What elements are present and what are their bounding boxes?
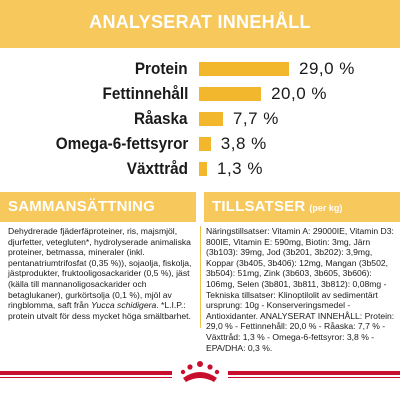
nutrient-list: Protein 29,0 % Fettinnehåll 20,0 % Råask… [0, 52, 400, 182]
nutrient-value: 20,0 % [271, 84, 327, 103]
additives-text: Näringstillsatser: Vitamin A: 29000IE, V… [206, 226, 395, 353]
nutrient-value: 29,0 % [299, 59, 355, 78]
column-divider [200, 226, 201, 328]
nutrient-label: Omega-6-fettsyror [55, 134, 188, 153]
nutrient-value: 1,3 % [217, 159, 263, 178]
header-band: ANALYSERAT INNEHÅLL [0, 0, 400, 48]
nutrient-bar [199, 62, 289, 76]
nutrient-row: Råaska 7,7 % [0, 108, 400, 130]
nutrient-label: Protein [135, 59, 188, 78]
nutrient-bar [199, 112, 223, 126]
page-title: ANALYSERAT INNEHÅLL [89, 12, 311, 32]
additives-title: TILLSATSER (per kg) [212, 198, 342, 215]
additives-title-text: TILLSATSER [212, 198, 306, 215]
nutrient-label: Växttråd [126, 159, 188, 178]
composition-title: SAMMANSÄTTNING [8, 198, 155, 215]
composition-text-italic: Yucca schidigera [91, 300, 157, 311]
nutrient-bar [199, 137, 211, 151]
nutrient-bar [199, 162, 207, 176]
additives-header: TILLSATSER (per kg) [204, 192, 400, 222]
composition-text-part: Dehydrerade fjäderfäproteiner, ris, majs… [8, 226, 192, 311]
nutrient-label: Fettinnehåll [102, 84, 188, 103]
additives-subtitle: (per kg) [309, 203, 343, 213]
nutrient-value: 7,7 % [232, 109, 279, 128]
nutrient-row: Växttråd 1,3 % [0, 158, 400, 180]
brand-logo [172, 358, 228, 388]
composition-text-part: . *L.I.P.: protein utvalt för dess mycke… [8, 300, 191, 321]
nutrient-label: Råaska [134, 109, 188, 128]
nutrient-row: Protein 29,0 % [0, 58, 400, 80]
nutrient-row: Fettinnehåll 20,0 % [0, 83, 400, 105]
nutrient-value: 3,8 % [220, 134, 267, 153]
composition-header: SAMMANSÄTTNING [0, 192, 196, 222]
composition-text: Dehydrerade fjäderfäproteiner, ris, majs… [8, 226, 194, 321]
nutrient-row: Omega-6-fettsyror 3,8 % [0, 133, 400, 155]
nutrient-bar [199, 87, 262, 101]
royal-canin-crown-icon [180, 361, 220, 382]
